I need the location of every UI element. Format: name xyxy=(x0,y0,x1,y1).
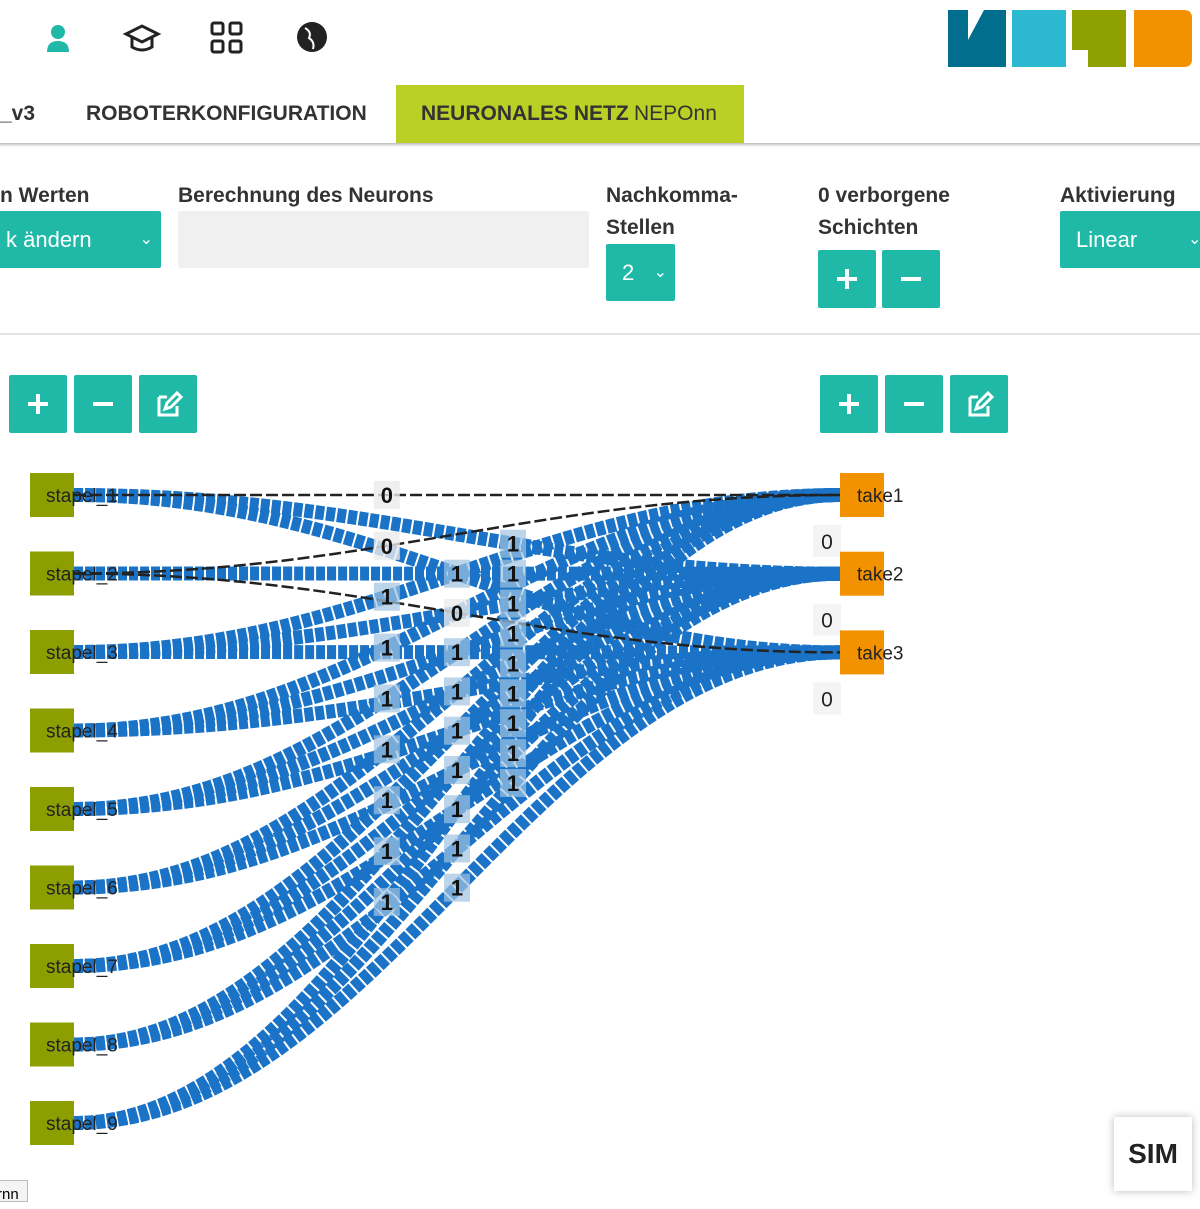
label: 0 verborgene Schichten xyxy=(818,180,968,244)
output-label: take3 xyxy=(857,643,903,664)
user-icon[interactable] xyxy=(40,20,76,56)
weight-label: 1 xyxy=(507,651,519,676)
weight-label: 0 xyxy=(381,534,393,559)
weight-label: 1 xyxy=(381,636,393,661)
weight-label: 1 xyxy=(451,640,463,665)
select-text: Linear xyxy=(1076,227,1137,252)
globe-icon[interactable] xyxy=(295,20,329,54)
output-value: 0 xyxy=(821,531,833,554)
label: Berechnung des Neurons xyxy=(178,180,434,212)
weight-label: 1 xyxy=(507,771,519,796)
weight-label: 1 xyxy=(507,741,519,766)
weight-label: 1 xyxy=(451,679,463,704)
input-label: stapel_1 xyxy=(46,486,118,507)
weight-label: 1 xyxy=(507,681,519,706)
output-value: 0 xyxy=(821,610,833,633)
logo xyxy=(948,10,1192,67)
edit-output-button[interactable] xyxy=(950,375,1008,433)
divider xyxy=(0,143,1200,147)
school-icon[interactable] xyxy=(122,20,162,56)
weight-label: 1 xyxy=(381,890,393,915)
footer-tab[interactable]: rnn xyxy=(0,1180,28,1202)
select[interactable]: k ändern⌄ xyxy=(0,211,161,268)
network: 0 1 1 0 1 0 1 1 1 1 1 1 1 1 1 1 1 1 1 1 1 1 1 1 1 1 1 stapel_1stape… xyxy=(0,440,1100,1160)
add-layer-button[interactable] xyxy=(818,250,876,308)
remove-layer-button[interactable] xyxy=(882,250,940,308)
weight-label: 1 xyxy=(451,719,463,744)
formula-input[interactable] xyxy=(178,211,589,268)
output-label: take2 xyxy=(857,565,903,586)
input-label: stapel_4 xyxy=(46,722,118,743)
output-label: take1 xyxy=(857,486,903,507)
weight-label: 1 xyxy=(381,737,393,762)
select-text: 2 xyxy=(622,260,634,285)
weight-label: 1 xyxy=(507,532,519,557)
weight-label: 1 xyxy=(451,876,463,901)
weight-label: 1 xyxy=(507,592,519,617)
tab-subtitle: NEPOnn xyxy=(634,102,717,126)
input-label: stapel_2 xyxy=(46,565,118,586)
weight-label: 0 xyxy=(451,601,463,626)
select[interactable]: 2⌄ xyxy=(606,244,675,301)
weight-label: 1 xyxy=(451,758,463,783)
select[interactable]: Linear⌄ xyxy=(1060,211,1200,268)
weight-label: 0 xyxy=(381,483,393,508)
active-tab[interactable]: NEURONALES NETZ NEPOnn xyxy=(396,85,744,143)
label: n Werten xyxy=(0,180,89,212)
input-label: stapel_3 xyxy=(46,643,118,664)
input-label: stapel_9 xyxy=(46,1114,118,1135)
gallery-icon[interactable] xyxy=(209,20,245,56)
input-label: stapel_8 xyxy=(46,1036,118,1057)
tab[interactable]: ROBOTERKONFIGURATION xyxy=(86,102,367,126)
input-label: stapel_5 xyxy=(46,800,118,821)
tab[interactable]: _v3 xyxy=(0,102,35,126)
weight-label: 1 xyxy=(451,797,463,822)
weight-label: 1 xyxy=(507,621,519,646)
input-label: stapel_7 xyxy=(46,957,118,978)
output-value: 0 xyxy=(821,688,833,711)
weight-label: 1 xyxy=(507,711,519,736)
remove-input-button[interactable] xyxy=(74,375,132,433)
top-bar xyxy=(0,0,1200,80)
add-input-button[interactable] xyxy=(9,375,67,433)
select-text: k ändern xyxy=(6,227,92,252)
tab-title: NEURONALES NETZ xyxy=(421,102,629,126)
label: Aktivierung xyxy=(1060,180,1176,212)
weight-label: 1 xyxy=(451,836,463,861)
weight-label: 1 xyxy=(451,562,463,587)
add-output-button[interactable] xyxy=(820,375,878,433)
input-label: stapel_6 xyxy=(46,879,118,900)
weight-label: 1 xyxy=(381,585,393,610)
weight-label: 1 xyxy=(381,788,393,813)
sim-button[interactable]: SIM xyxy=(1114,1117,1192,1191)
remove-output-button[interactable] xyxy=(885,375,943,433)
weight-label: 1 xyxy=(381,686,393,711)
divider xyxy=(0,333,1200,335)
edit-input-button[interactable] xyxy=(139,375,197,433)
weight-label: 1 xyxy=(507,562,519,587)
label: Nachkomma-Stellen xyxy=(606,180,756,244)
weight-label: 1 xyxy=(381,839,393,864)
